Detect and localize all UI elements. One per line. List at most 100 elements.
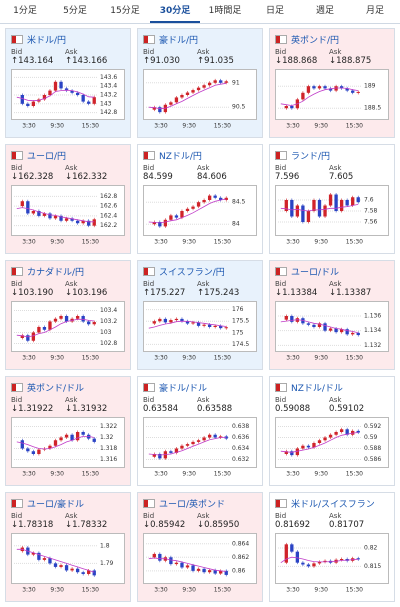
candle — [169, 215, 173, 220]
x-tick-label: 9:30 — [182, 239, 196, 246]
candle — [64, 218, 69, 221]
flag-icon — [143, 35, 155, 44]
candle — [202, 568, 206, 573]
currency-card: 米ドル/スイスフラン Bid Ask 0.81692 0.81707 0.82 0.815 3… — [269, 492, 395, 602]
card-header: NZドル/円 — [143, 149, 257, 162]
candle — [48, 445, 52, 449]
bid-value: ↓1.78318 — [11, 520, 54, 530]
pair-link[interactable]: 米ドル/スイスフラン — [291, 500, 375, 510]
candle — [207, 82, 212, 86]
price-values: 7.596 7.605 — [275, 172, 389, 182]
currency-card: 豪ドル/円 Bid Ask ↑91.030 ↑91.035 91 90.5 3:30 9:30 1… — [137, 28, 263, 138]
y-tick-label: 0.588 — [364, 445, 381, 452]
mini-chart: 103.4 103.2 103 102.8 3:30 9:30 15:30 — [11, 301, 125, 362]
pair-link[interactable]: 豪ドル/円 — [159, 36, 199, 46]
candle — [53, 563, 58, 567]
flag-icon — [275, 35, 287, 44]
card-header: 豪ドル/円 — [143, 33, 257, 46]
mini-chart: 1.136 1.134 1.132 3:30 9:30 15:30 — [275, 301, 389, 362]
candle — [169, 557, 173, 565]
price-labels: Bid Ask — [275, 164, 389, 172]
tab[interactable]: 月足 — [365, 6, 384, 16]
y-tick-label: 1.8 — [100, 542, 110, 549]
price-labels: Bid Ask — [11, 164, 125, 172]
flag-icon — [11, 499, 23, 508]
candle — [345, 329, 349, 335]
card-header: スイスフラン/円 — [143, 265, 257, 278]
card-header: ユーロ/英ポンド — [143, 497, 257, 510]
candle — [334, 328, 338, 333]
candle — [152, 454, 156, 457]
tab[interactable]: 日足 — [265, 6, 284, 16]
mini-chart: 176 175.5 175 174.5 3:30 9:30 15:30 — [143, 301, 257, 362]
candle — [53, 215, 58, 219]
y-tick-label: 0.86 — [232, 567, 246, 574]
price-values: ↓162.328 ↓162.332 — [11, 172, 125, 182]
candle — [345, 429, 349, 435]
currency-card: ユーロ/円 Bid Ask ↓162.328 ↓162.332 162.8 162.6 162… — [5, 144, 131, 254]
pair-link[interactable]: ユーロ/ドル — [291, 268, 340, 278]
pair-link[interactable]: 豪ドル/ドル — [159, 384, 208, 394]
y-tick-label: 0.864 — [232, 540, 249, 547]
candle — [345, 88, 349, 91]
candle — [42, 213, 47, 216]
candle — [328, 88, 333, 91]
flag-icon — [275, 383, 287, 392]
tab-bar: 1分足 5分足 15分足 30分足 1時間足 日足 週足 月足 — [0, 0, 400, 24]
y-tick-label: 143 — [100, 100, 112, 107]
tab[interactable]: 1分足 — [13, 6, 37, 16]
candle — [191, 322, 195, 324]
pair-link[interactable]: カナダドル/円 — [27, 268, 85, 278]
pair-link[interactable]: 英ポンド/円 — [291, 36, 340, 46]
candle — [207, 570, 212, 573]
flag-icon — [275, 499, 287, 508]
candle — [163, 318, 168, 323]
price-labels: Bid Ask — [143, 396, 257, 404]
candle — [158, 318, 162, 322]
bid-label: Bid — [11, 164, 23, 172]
price-labels: Bid Ask — [11, 280, 125, 288]
ask-value: ↓1.13387 — [329, 288, 372, 298]
mini-chart: 0.592 0.59 0.588 0.586 3:30 9:30 15:30 — [275, 417, 389, 478]
pair-link[interactable]: ランド/円 — [291, 152, 331, 162]
bid-value: 0.81692 — [275, 520, 311, 530]
candle — [75, 220, 80, 224]
x-tick-label: 9:30 — [50, 123, 64, 130]
candle — [152, 222, 156, 225]
candle — [37, 211, 41, 216]
mini-chart: 7.6 7.58 7.56 3:30 9:30 15:30 — [275, 185, 389, 246]
tab[interactable]: 30分足 — [150, 0, 200, 23]
pair-link[interactable]: ユーロ/英ポンド — [159, 500, 226, 510]
currency-card: カナダドル/円 Bid Ask ↓103.190 ↓103.196 103.4 103.2 1… — [5, 260, 131, 370]
candle — [323, 86, 327, 89]
tab[interactable]: 5分足 — [63, 6, 87, 16]
moving-average — [16, 548, 95, 573]
candle — [20, 335, 24, 338]
price-labels: Bid Ask — [143, 48, 257, 56]
candle — [70, 90, 74, 93]
candle — [323, 323, 327, 331]
tab[interactable]: 15分足 — [110, 6, 140, 16]
candle — [351, 197, 355, 206]
pair-link[interactable]: ユーロ/円 — [27, 152, 67, 162]
candle — [219, 80, 223, 83]
pair-link[interactable]: NZドル/ドル — [291, 384, 343, 394]
chart-frame — [275, 533, 389, 584]
pair-link[interactable]: スイスフラン/円 — [159, 268, 225, 278]
pair-link[interactable]: 英ポンド/ドル — [27, 384, 85, 394]
tab[interactable]: 週足 — [315, 6, 334, 16]
y-tick-label: 0.586 — [364, 456, 381, 463]
candle — [301, 205, 305, 222]
bid-label: Bid — [143, 164, 155, 172]
y-tick-label: 1.318 — [100, 445, 117, 452]
pair-link[interactable]: 米ドル/円 — [27, 36, 67, 46]
pair-link[interactable]: ユーロ/豪ドル — [27, 500, 85, 510]
y-tick-label: 103 — [100, 329, 112, 336]
tab[interactable]: 1時間足 — [208, 6, 242, 16]
price-values: ↓103.190 ↓103.196 — [11, 288, 125, 298]
pair-link[interactable]: NZドル/円 — [159, 152, 202, 162]
currency-card: 米ドル/円 Bid Ask ↑143.164 ↑143.166 143.6 143.4 143… — [5, 28, 131, 138]
x-tick-label: 15:30 — [82, 123, 99, 130]
candle — [81, 95, 85, 102]
candle — [180, 562, 184, 568]
